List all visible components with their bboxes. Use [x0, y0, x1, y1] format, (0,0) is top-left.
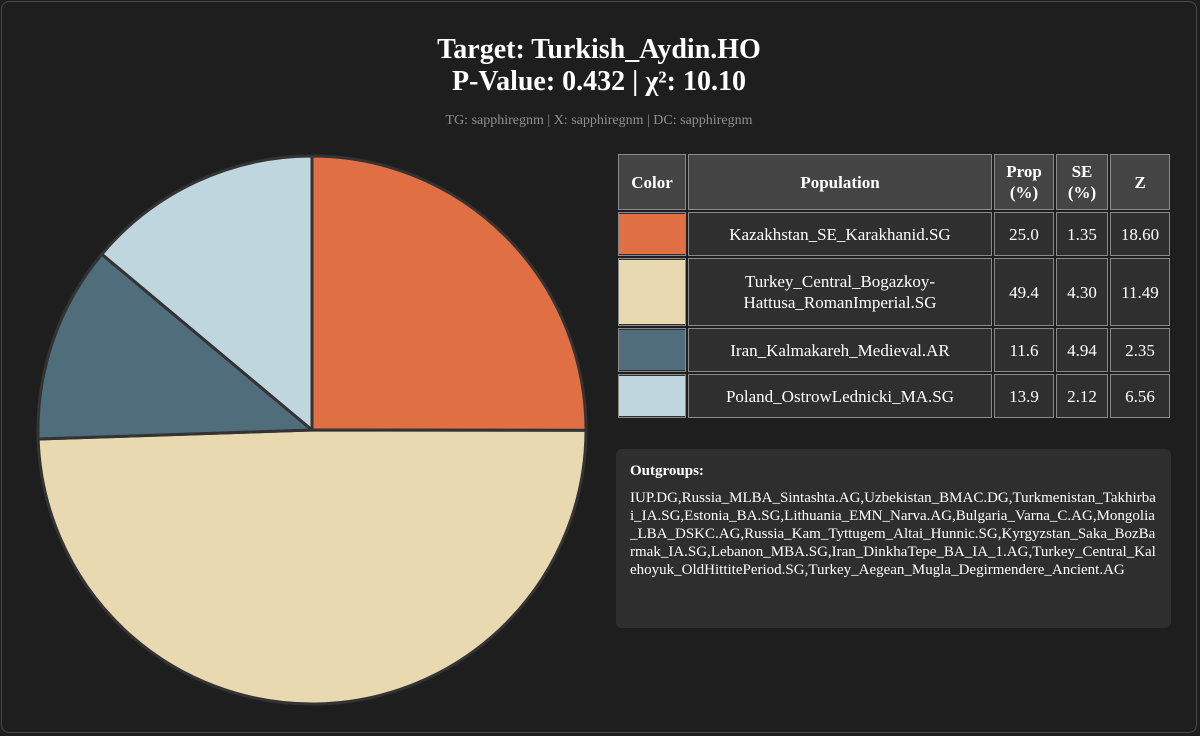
header-prop: Prop (%) [994, 154, 1054, 210]
population-cell: Poland_OstrowLednicki_MA.SG [688, 374, 992, 418]
color-swatch-cell [618, 374, 686, 418]
se-cell: 1.35 [1056, 212, 1108, 256]
pie-chart-svg [36, 154, 588, 706]
chart-title: Target: Turkish_Aydin.HO [437, 34, 761, 65]
header-color: Color [618, 154, 686, 210]
table-row: Poland_OstrowLednicki_MA.SG 13.9 2.12 6.… [618, 374, 1170, 418]
population-line-2: Hattusa_RomanImperial.SG [743, 293, 937, 312]
pie-slice-3 [100, 154, 314, 432]
header-z: Z [1110, 154, 1170, 210]
z-cell: 18.60 [1110, 212, 1170, 256]
table-row: Kazakhstan_SE_Karakhanid.SG 25.0 1.35 18… [618, 212, 1170, 256]
chart-statistics: P-Value: 0.432 | χ²: 10.10 [452, 66, 746, 97]
z-cell: 11.49 [1110, 258, 1170, 326]
population-cell: Turkey_Central_Bogazkoy- Hattusa_RomanImp… [688, 258, 992, 326]
table-row: Turkey_Central_Bogazkoy- Hattusa_RomanImp… [618, 258, 1170, 326]
table-header-row: Color Population Prop (%) SE (%) Z [618, 154, 1170, 210]
title-block: Target: Turkish_Aydin.HO P-Value: 0.432 … [2, 34, 1196, 130]
se-cell: 2.12 [1056, 374, 1108, 418]
prop-cell: 11.6 [994, 328, 1054, 372]
population-cell: Kazakhstan_SE_Karakhanid.SG [688, 212, 992, 256]
prop-cell: 13.9 [994, 374, 1054, 418]
prop-cell: 25.0 [994, 212, 1054, 256]
color-swatch-cell [618, 328, 686, 372]
prop-cell: 49.4 [994, 258, 1054, 326]
z-cell: 6.56 [1110, 374, 1170, 418]
population-line-1: Turkey_Central_Bogazkoy- [744, 272, 936, 291]
header-population: Population [688, 154, 992, 210]
outgroups-list: IUP.DG,Russia_MLBA_Sintashta.AG,Uzbekist… [630, 490, 1156, 578]
color-swatch [619, 330, 685, 370]
population-cell: Iran_Kalmakareh_Medieval.AR [688, 328, 992, 372]
color-swatch [619, 214, 685, 254]
se-cell: 4.94 [1056, 328, 1108, 372]
chart-subtitle: TG: sapphiregnm | X: sapphiregnm | DC: s… [445, 113, 753, 128]
outgroups-panel: Outgroups: IUP.DG,Russia_MLBA_Sintashta.… [616, 449, 1171, 628]
pie-chart [32, 152, 592, 712]
table-row: Iran_Kalmakareh_Medieval.AR 11.6 4.94 2.… [618, 328, 1170, 372]
pie-slice-1 [36, 428, 588, 706]
pie-slice-2 [36, 252, 314, 441]
se-cell: 4.30 [1056, 258, 1108, 326]
color-swatch-cell [618, 258, 686, 326]
results-table: Color Population Prop (%) SE (%) Z Kazakhs… [616, 152, 1172, 420]
color-swatch [619, 376, 685, 416]
color-swatch [619, 260, 685, 324]
outgroups-heading: Outgroups: [630, 463, 704, 479]
header-se: SE (%) [1056, 154, 1108, 210]
z-cell: 2.35 [1110, 328, 1170, 372]
color-swatch-cell [618, 212, 686, 256]
pie-slice-0 [310, 154, 588, 432]
